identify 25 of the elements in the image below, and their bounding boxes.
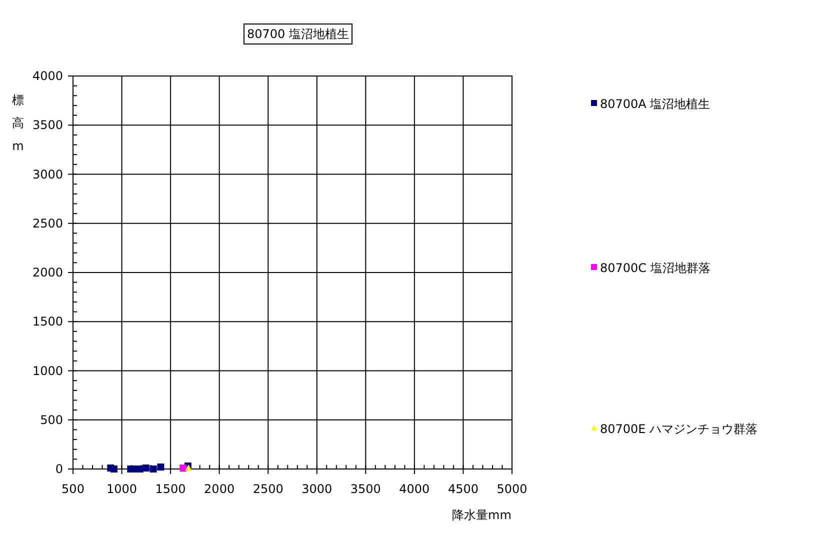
x-tick-label: 4000 — [399, 482, 430, 496]
x-tick-label: 1000 — [106, 482, 138, 496]
y-tick-label: 1000 — [32, 364, 63, 378]
x-axis-title: 降水量mm — [452, 508, 512, 522]
y-tick-label: 3500 — [32, 118, 63, 132]
y-tick-label: 2500 — [32, 216, 63, 230]
legend-label: 80700E ハマジンチョウ群落 — [600, 422, 758, 436]
y-tick-label: 3000 — [32, 167, 63, 182]
x-tick-label: 1500 — [155, 482, 186, 496]
x-tick-label: 2000 — [204, 482, 235, 496]
x-tick-label: 3000 — [302, 482, 332, 496]
y-tick-label: 500 — [40, 412, 63, 427]
chart-title: 80700 塩沼地植生 — [247, 27, 349, 41]
y-tick-label: 4000 — [32, 69, 63, 83]
y-tick-label: 2000 — [32, 266, 63, 280]
legend-label: 80700C 塩沼地群落 — [600, 261, 710, 275]
y-axis-title: 標高m — [12, 93, 24, 153]
legend-label: 80700A 塩沼地植生 — [600, 97, 710, 111]
y-tick-label: 0 — [55, 462, 63, 476]
x-tick-label: 500 — [62, 482, 84, 496]
x-tick-label: 3500 — [350, 482, 381, 496]
x-tick-label: 5000 — [496, 482, 528, 496]
x-tick-label: 4500 — [448, 482, 478, 496]
y-tick-label: 1500 — [32, 314, 63, 329]
x-tick-label: 2500 — [252, 482, 284, 496]
